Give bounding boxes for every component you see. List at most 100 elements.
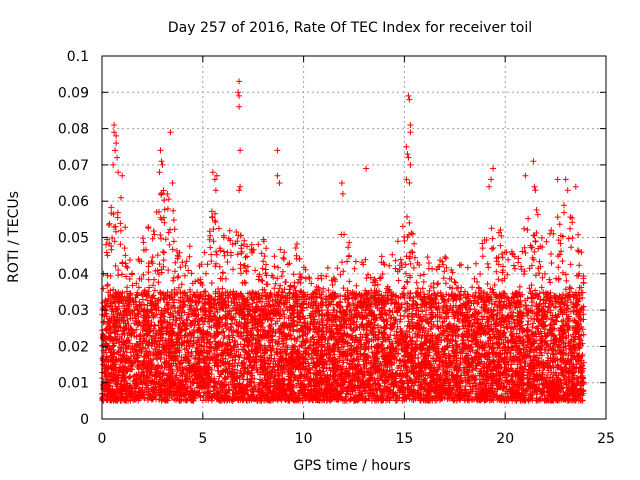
data-point bbox=[165, 267, 172, 274]
data-point bbox=[182, 262, 189, 269]
data-point bbox=[206, 236, 213, 243]
data-point bbox=[104, 281, 111, 288]
data-point bbox=[561, 209, 567, 216]
data-point bbox=[291, 283, 298, 290]
data-point bbox=[547, 279, 554, 286]
data-point bbox=[170, 238, 177, 245]
data-point bbox=[557, 240, 564, 247]
data-point bbox=[352, 258, 359, 265]
data-point bbox=[512, 265, 518, 272]
data-point bbox=[154, 252, 161, 259]
data-point bbox=[556, 221, 563, 228]
data-point bbox=[505, 256, 512, 263]
data-point bbox=[413, 338, 420, 344]
data-point bbox=[389, 251, 396, 258]
data-point bbox=[105, 222, 112, 228]
data-point bbox=[473, 260, 479, 267]
data-point bbox=[576, 262, 583, 269]
data-point bbox=[524, 226, 531, 233]
data-point bbox=[241, 237, 248, 244]
data-point bbox=[263, 245, 270, 252]
data-point bbox=[554, 214, 561, 221]
data-point bbox=[259, 265, 266, 272]
data-point bbox=[409, 231, 416, 237]
data-point bbox=[203, 270, 209, 277]
data-point bbox=[524, 312, 531, 319]
data-point bbox=[216, 263, 223, 270]
data-point bbox=[139, 384, 146, 391]
data-point bbox=[559, 258, 566, 265]
data-point bbox=[404, 213, 410, 220]
data-point bbox=[488, 225, 495, 232]
data-point bbox=[220, 248, 227, 255]
data-point bbox=[441, 268, 448, 275]
data-points bbox=[99, 78, 587, 404]
data-point bbox=[261, 253, 268, 260]
data-point bbox=[164, 191, 171, 197]
data-point bbox=[568, 285, 575, 292]
data-point bbox=[567, 261, 574, 268]
data-point bbox=[258, 250, 265, 257]
data-point bbox=[469, 284, 476, 291]
data-point bbox=[167, 226, 173, 233]
data-point bbox=[253, 366, 260, 372]
data-point bbox=[403, 278, 410, 285]
data-point bbox=[284, 261, 291, 268]
data-point bbox=[521, 225, 528, 232]
data-point bbox=[565, 235, 572, 242]
data-point bbox=[286, 260, 293, 267]
data-point bbox=[220, 328, 227, 335]
data-point bbox=[152, 322, 158, 329]
data-point bbox=[123, 263, 130, 270]
data-point bbox=[229, 241, 236, 248]
chart-title: Day 257 of 2016, Rate Of TEC Index for r… bbox=[168, 20, 532, 36]
data-point bbox=[489, 235, 496, 242]
data-point bbox=[522, 249, 529, 256]
data-point bbox=[402, 261, 409, 268]
data-point bbox=[212, 338, 219, 345]
data-point bbox=[140, 239, 147, 246]
data-point bbox=[484, 260, 491, 267]
data-point bbox=[516, 283, 523, 290]
data-point bbox=[208, 251, 215, 258]
data-point bbox=[242, 280, 249, 286]
data-point bbox=[260, 258, 267, 265]
data-point bbox=[255, 241, 262, 248]
data-point bbox=[213, 248, 220, 255]
data-point bbox=[548, 227, 555, 234]
data-point bbox=[568, 244, 575, 251]
data-point bbox=[495, 276, 502, 283]
data-point bbox=[389, 340, 396, 347]
data-point bbox=[442, 254, 449, 260]
data-point bbox=[292, 245, 299, 251]
data-point bbox=[263, 281, 270, 288]
data-point bbox=[226, 227, 233, 234]
data-point bbox=[280, 254, 287, 261]
data-point bbox=[452, 338, 459, 345]
data-point bbox=[452, 279, 459, 286]
data-point bbox=[170, 277, 177, 284]
data-point bbox=[489, 286, 496, 293]
data-point bbox=[233, 229, 240, 235]
data-point bbox=[543, 238, 550, 245]
data-point bbox=[204, 261, 211, 268]
data-point bbox=[413, 279, 420, 286]
data-point bbox=[156, 261, 163, 268]
data-point bbox=[440, 275, 447, 282]
data-point bbox=[256, 312, 263, 319]
data-point bbox=[283, 279, 289, 285]
data-point bbox=[275, 264, 281, 271]
data-point bbox=[294, 279, 301, 286]
data-point bbox=[185, 267, 192, 274]
data-point bbox=[115, 272, 122, 279]
data-point bbox=[458, 261, 465, 268]
data-point bbox=[213, 251, 220, 258]
data-point bbox=[208, 258, 215, 265]
data-point bbox=[155, 279, 162, 286]
data-point bbox=[279, 268, 286, 275]
data-point bbox=[111, 238, 118, 245]
data-point bbox=[436, 315, 443, 321]
data-point bbox=[215, 225, 222, 232]
data-point bbox=[471, 275, 478, 282]
